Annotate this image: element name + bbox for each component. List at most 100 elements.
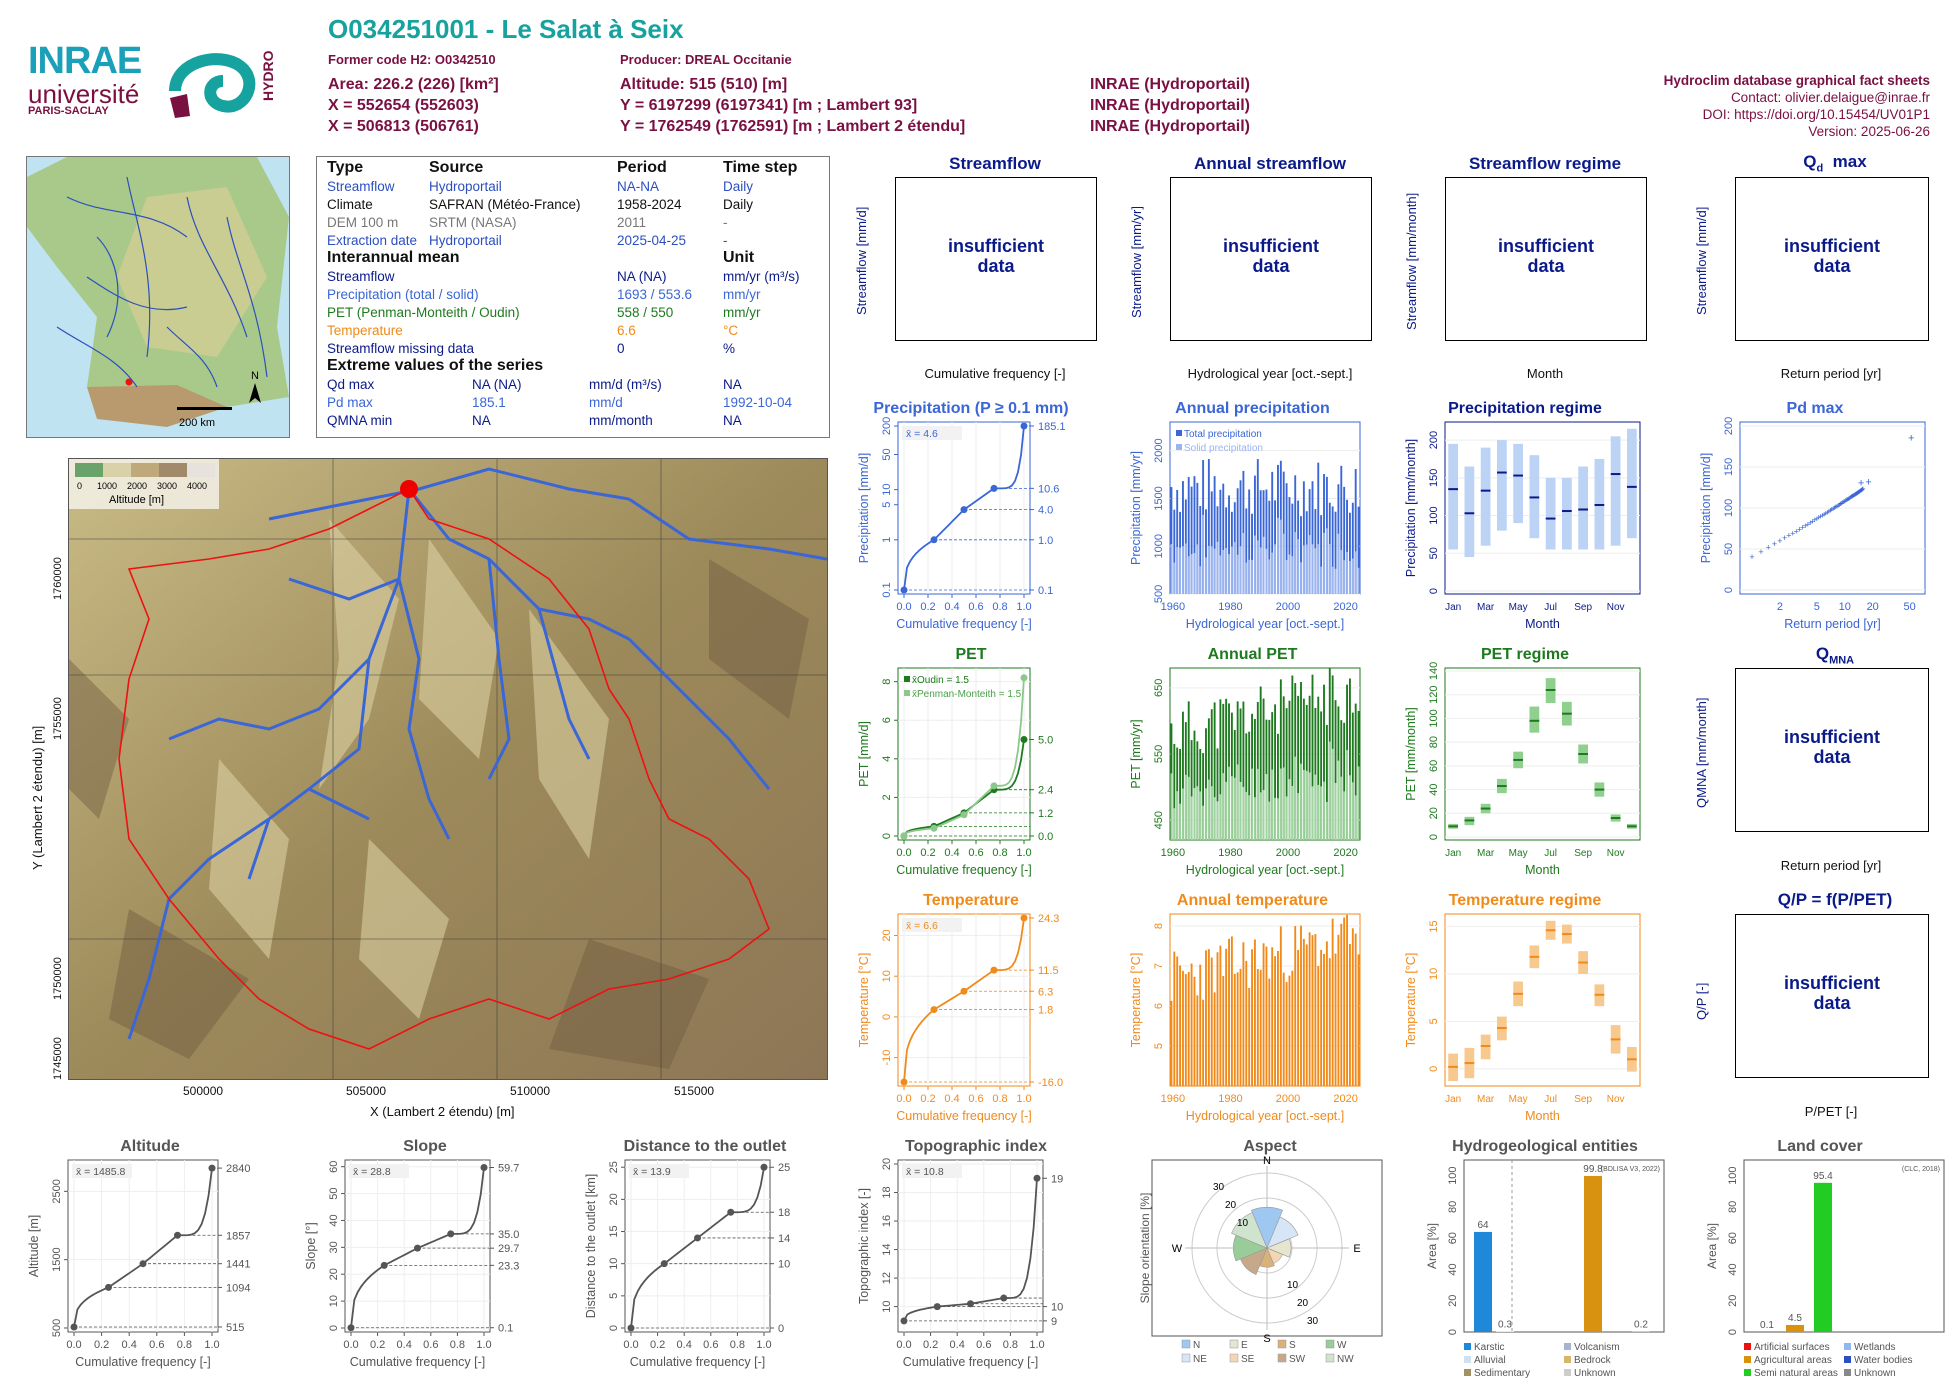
- tick-label: 1980: [1218, 847, 1242, 859]
- tick-label: 0.8: [992, 601, 1007, 613]
- right-label: 11.5: [1038, 965, 1059, 977]
- data-point: +: [1786, 531, 1791, 541]
- bar: [1242, 701, 1245, 840]
- tick-label: 10: [328, 1295, 340, 1307]
- bar: [1317, 462, 1320, 594]
- data-point: +: [1833, 502, 1838, 512]
- mean-box: [72, 1164, 132, 1178]
- tick-label: Jul: [1544, 1094, 1557, 1105]
- bar: [1294, 926, 1297, 1086]
- bar: [1279, 926, 1282, 1086]
- bar: [1331, 506, 1334, 594]
- legend-item: SW: [1289, 1354, 1306, 1365]
- bar: [1325, 801, 1328, 840]
- bar: [1210, 546, 1213, 594]
- tick-label: 0.6: [976, 1339, 991, 1351]
- bar: [1346, 499, 1348, 594]
- bar: [1320, 711, 1323, 840]
- tick-label: 2: [1777, 601, 1783, 613]
- tick-label: 500: [51, 1319, 63, 1337]
- legend-swatch: [1325, 1353, 1335, 1363]
- tick-label: 100: [1428, 506, 1440, 524]
- x-axis-label: Return period [yr]: [1784, 617, 1881, 631]
- bar: [1248, 988, 1251, 1086]
- right-label: -16.0: [1038, 1077, 1063, 1089]
- panel-title: Topographic index: [905, 1138, 1047, 1155]
- bar: [1288, 700, 1291, 840]
- bar: [1320, 949, 1323, 1086]
- tick-label: 1.0: [756, 1339, 771, 1351]
- tick-label: 50: [881, 448, 893, 460]
- bar: [1308, 695, 1311, 840]
- bar: [1170, 1000, 1173, 1086]
- tick-label: 80: [1428, 736, 1440, 748]
- tick-label: 0.4: [950, 1339, 965, 1351]
- bar: [1354, 469, 1357, 594]
- data-point: +: [1816, 513, 1821, 523]
- bar: [1207, 718, 1210, 840]
- bar: [1193, 788, 1196, 840]
- bar: [1202, 999, 1205, 1086]
- right-label: 6.3: [1038, 986, 1053, 998]
- tick-label: 100: [1723, 499, 1735, 517]
- bar: [1291, 970, 1294, 1086]
- tick-label: 0: [1727, 1329, 1739, 1335]
- y-axis-label: Area [%]: [1705, 1223, 1719, 1269]
- bar: [1343, 560, 1346, 594]
- bar: [1190, 796, 1193, 840]
- mean-label: x̄ = 1485.8: [76, 1166, 125, 1178]
- bar: [1297, 695, 1300, 840]
- tick-label: 100: [1447, 1166, 1459, 1184]
- ring-label: 20: [1297, 1298, 1309, 1309]
- bar: [1320, 566, 1323, 594]
- bar: [1236, 972, 1239, 1086]
- streamflow-regime-title: Streamflow regime: [1468, 154, 1622, 173]
- tick-label: 40: [1447, 1263, 1459, 1275]
- bar: [1351, 558, 1354, 594]
- tick-label: 7: [1153, 963, 1165, 969]
- compass-w: W: [1172, 1243, 1183, 1255]
- right-label: 515: [226, 1322, 244, 1334]
- data-point: +: [1749, 552, 1754, 562]
- bar: [1354, 551, 1357, 594]
- tick-label: 5: [1153, 1043, 1165, 1049]
- bar: [1242, 470, 1245, 594]
- legend-swatch: [1181, 1339, 1191, 1349]
- bar: [1357, 954, 1360, 1086]
- bar: [1213, 992, 1216, 1086]
- tick-label: 1500: [1153, 486, 1165, 510]
- tick-label: 16: [881, 1215, 893, 1227]
- tick-label: 12: [881, 1272, 893, 1284]
- legend-item: S: [1289, 1340, 1296, 1351]
- bar: [1259, 547, 1262, 594]
- tick-label: 1.0: [1016, 1093, 1031, 1105]
- data-point: +: [1766, 543, 1771, 553]
- legend-item: Total precipitation: [1184, 429, 1262, 440]
- bar: [1294, 756, 1297, 840]
- data-point: +: [1854, 488, 1859, 498]
- tick-label: 4: [881, 756, 893, 762]
- bar: [1187, 556, 1190, 594]
- tick-label: 5: [881, 502, 893, 508]
- bar: [1179, 965, 1182, 1086]
- bar: [1274, 956, 1277, 1086]
- bar: [1343, 486, 1346, 594]
- bar: [1213, 702, 1216, 840]
- france-map: 200 km N: [26, 156, 290, 438]
- bar: [1245, 562, 1248, 594]
- data-point: +: [1820, 510, 1825, 520]
- bar: [1213, 797, 1216, 840]
- right-label: 10.6: [1038, 483, 1059, 495]
- tick-label: 0.2: [650, 1339, 665, 1351]
- tick-label: 1960: [1161, 847, 1185, 859]
- right-label: 10: [1051, 1302, 1063, 1314]
- bar: [1308, 932, 1311, 1086]
- tick-label: 0.4: [944, 1093, 959, 1105]
- bar: [1323, 532, 1325, 594]
- box: [1464, 466, 1475, 558]
- bar: [1236, 764, 1239, 840]
- bar: [1230, 546, 1233, 594]
- bar: [1219, 489, 1222, 594]
- bar: [1311, 674, 1314, 840]
